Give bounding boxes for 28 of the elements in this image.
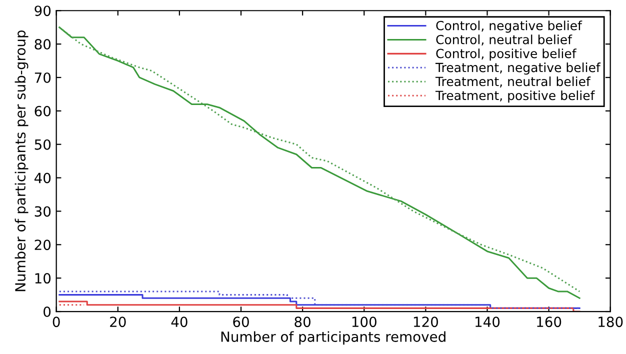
y-tick-label: 60: [34, 106, 51, 116]
x-tick-label: 40: [171, 316, 188, 328]
x-tick-label: 180: [598, 316, 623, 328]
y-tick-label: 50: [34, 139, 51, 150]
x-tick-label: 20: [110, 316, 126, 328]
x-tick-label: 80: [294, 316, 310, 328]
y-tick-label: 90: [34, 6, 51, 16]
x-tick-label: 140: [476, 316, 500, 328]
x-tick-label: 120: [414, 316, 438, 328]
x-tick-label: 100: [352, 316, 376, 328]
x-axis-title: Number of participants removed: [221, 331, 446, 345]
y-tick-label: 70: [34, 72, 51, 83]
y-tick-label: 30: [34, 206, 51, 217]
legend-label: Control, negative belief: [436, 20, 582, 33]
legend-label: Treatment, negative belief: [435, 62, 601, 75]
legend-label: Control, neutral belief: [436, 34, 572, 46]
y-tick-label: 80: [34, 39, 51, 50]
y-tick-label: 10: [35, 273, 51, 284]
x-tick-label: 160: [537, 316, 562, 328]
legend-label: Treatment, positive belief: [435, 90, 595, 103]
legend-label: Control, positive belief: [436, 48, 577, 61]
y-tick-label: 0: [44, 306, 51, 317]
legend-label: Treatment, neutral belief: [435, 76, 591, 88]
y-tick-label: 20: [34, 240, 51, 250]
x-tick-label: 60: [233, 316, 249, 328]
y-tick-label: 40: [34, 172, 51, 184]
x-tick-label: 0: [52, 316, 60, 328]
y-axis-title: Number of participants per sub-group: [14, 30, 28, 292]
